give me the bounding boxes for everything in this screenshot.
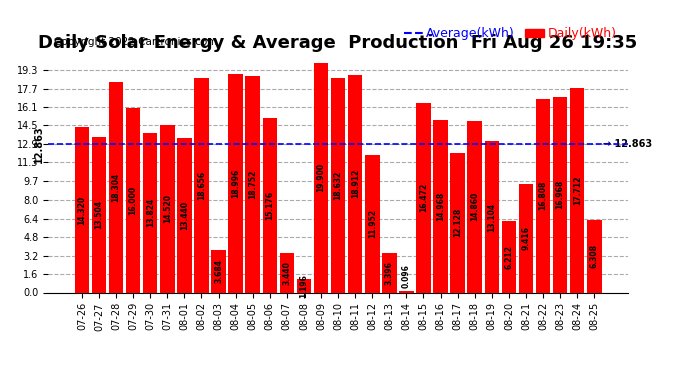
Bar [228, 74, 243, 292]
Bar [536, 99, 551, 292]
Text: 3.396: 3.396 [385, 261, 394, 285]
Text: 18.304: 18.304 [112, 172, 121, 202]
Bar [194, 78, 208, 292]
Text: 12.863: 12.863 [34, 126, 44, 163]
Text: 6.308: 6.308 [590, 244, 599, 268]
Text: 18.656: 18.656 [197, 171, 206, 200]
Text: 15.176: 15.176 [265, 190, 275, 220]
Bar [365, 155, 380, 292]
Text: 16.000: 16.000 [128, 186, 137, 215]
Text: 0.096: 0.096 [402, 264, 411, 288]
Legend: Average(kWh), Daily(kWh): Average(kWh), Daily(kWh) [399, 22, 622, 45]
Bar [262, 118, 277, 292]
Bar [399, 291, 414, 292]
Bar [160, 125, 175, 292]
Text: 18.912: 18.912 [351, 169, 359, 198]
Bar [587, 220, 602, 292]
Bar [279, 253, 294, 292]
Text: 3.440: 3.440 [282, 261, 291, 285]
Bar [502, 221, 516, 292]
Text: 6.212: 6.212 [504, 245, 513, 268]
Text: 16.968: 16.968 [555, 180, 564, 209]
Text: 14.520: 14.520 [163, 194, 172, 224]
Text: 1.196: 1.196 [299, 274, 308, 297]
Text: Copyright 2022 Cartronics.com: Copyright 2022 Cartronics.com [54, 38, 217, 47]
Bar [416, 103, 431, 292]
Text: 18.632: 18.632 [333, 171, 343, 200]
Text: 18.996: 18.996 [231, 168, 240, 198]
Bar [211, 250, 226, 292]
Bar [519, 184, 533, 292]
Bar [348, 75, 362, 292]
Text: 14.968: 14.968 [436, 192, 445, 221]
Bar [382, 254, 397, 292]
Bar [126, 108, 140, 292]
Bar [468, 121, 482, 292]
Bar [297, 279, 311, 292]
Bar [246, 76, 260, 292]
Text: 18.752: 18.752 [248, 170, 257, 199]
Bar [177, 138, 192, 292]
Bar [331, 78, 346, 292]
Text: 12.128: 12.128 [453, 208, 462, 237]
Text: 14.320: 14.320 [77, 195, 86, 225]
Text: 17.712: 17.712 [573, 176, 582, 205]
Bar [92, 137, 106, 292]
Text: 14.860: 14.860 [471, 192, 480, 222]
Text: 3.684: 3.684 [214, 259, 223, 283]
Bar [314, 63, 328, 292]
Text: 16.808: 16.808 [539, 181, 548, 210]
Text: 13.504: 13.504 [95, 200, 103, 229]
Bar [553, 97, 567, 292]
Bar [484, 141, 499, 292]
Bar [451, 153, 465, 292]
Text: 16.472: 16.472 [419, 183, 428, 212]
Bar [75, 128, 89, 292]
Text: 13.104: 13.104 [487, 202, 496, 231]
Text: 19.900: 19.900 [317, 163, 326, 192]
Text: 9.416: 9.416 [522, 226, 531, 250]
Text: 13.440: 13.440 [180, 201, 189, 230]
Text: 13.824: 13.824 [146, 198, 155, 228]
Title: Daily Solar Energy & Average  Production  Fri Aug 26 19:35: Daily Solar Energy & Average Production … [39, 34, 638, 52]
Bar [109, 81, 124, 292]
Bar [143, 133, 157, 292]
Bar [570, 88, 584, 292]
Text: → 12.863: → 12.863 [603, 139, 652, 149]
Bar [433, 120, 448, 292]
Text: 11.952: 11.952 [368, 209, 377, 238]
